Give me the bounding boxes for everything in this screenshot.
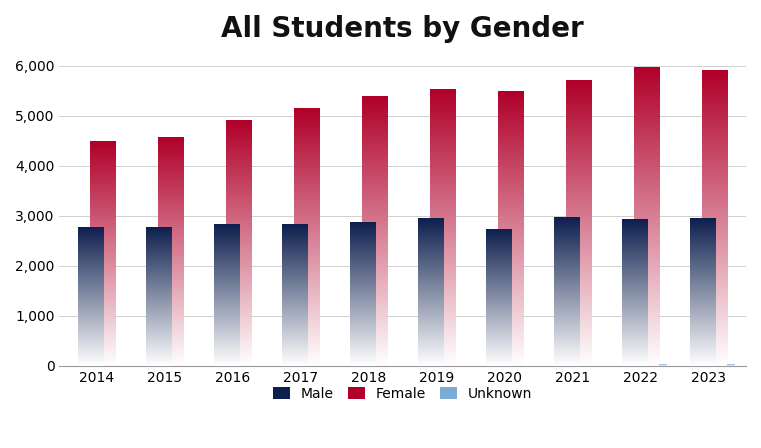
Title: All Students by Gender: All Students by Gender: [221, 15, 584, 43]
Legend: Male, Female, Unknown: Male, Female, Unknown: [268, 381, 537, 406]
